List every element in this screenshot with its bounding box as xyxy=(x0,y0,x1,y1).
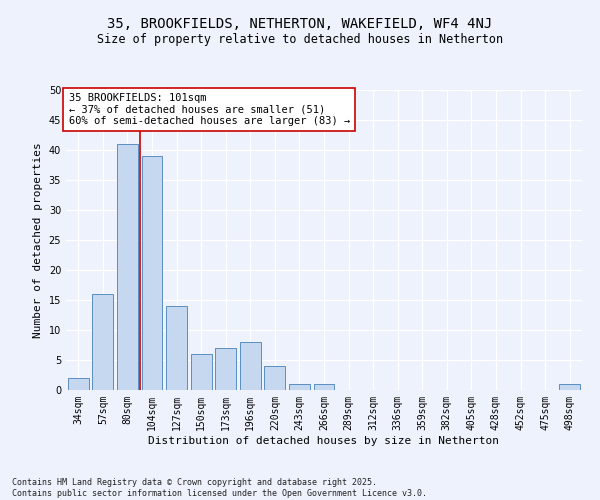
Bar xyxy=(265,366,286,390)
Bar xyxy=(166,306,187,390)
X-axis label: Distribution of detached houses by size in Netherton: Distribution of detached houses by size … xyxy=(149,436,499,446)
Bar xyxy=(68,378,89,390)
Bar xyxy=(314,384,334,390)
Bar xyxy=(215,348,236,390)
Text: 35 BROOKFIELDS: 101sqm
← 37% of detached houses are smaller (51)
60% of semi-det: 35 BROOKFIELDS: 101sqm ← 37% of detached… xyxy=(68,93,350,126)
Text: Size of property relative to detached houses in Netherton: Size of property relative to detached ho… xyxy=(97,32,503,46)
Text: 35, BROOKFIELDS, NETHERTON, WAKEFIELD, WF4 4NJ: 35, BROOKFIELDS, NETHERTON, WAKEFIELD, W… xyxy=(107,18,493,32)
Bar xyxy=(240,342,261,390)
Bar xyxy=(191,354,212,390)
Bar xyxy=(92,294,113,390)
Bar xyxy=(117,144,138,390)
Y-axis label: Number of detached properties: Number of detached properties xyxy=(33,142,43,338)
Text: Contains HM Land Registry data © Crown copyright and database right 2025.
Contai: Contains HM Land Registry data © Crown c… xyxy=(12,478,427,498)
Bar xyxy=(559,384,580,390)
Bar xyxy=(142,156,163,390)
Bar xyxy=(289,384,310,390)
